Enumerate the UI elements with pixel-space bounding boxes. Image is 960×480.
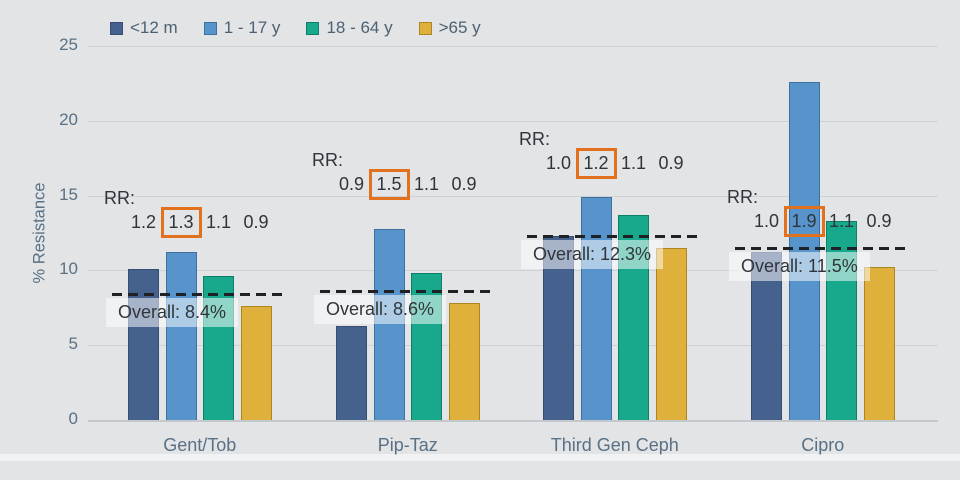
rr-value: 1.1 bbox=[205, 212, 232, 232]
bar bbox=[128, 268, 159, 420]
y-tick-label: 0 bbox=[68, 409, 78, 428]
bar bbox=[448, 303, 480, 420]
rr-value: 1.9 bbox=[791, 211, 817, 231]
legend-item: >65 y bbox=[418, 18, 481, 38]
rr-label: RR: bbox=[312, 150, 343, 170]
bar bbox=[863, 267, 895, 420]
rr-value: 0.9 bbox=[451, 174, 477, 194]
y-tick-label: 20 bbox=[59, 109, 78, 129]
legend-item: 18 - 64 y bbox=[306, 18, 393, 38]
legend-label: >65 y bbox=[438, 18, 481, 37]
rr-value: 1.1 bbox=[828, 211, 855, 231]
rr-value: 1.0 bbox=[545, 153, 572, 173]
rr-highlight-box bbox=[160, 207, 202, 238]
overall-dashed-line bbox=[735, 246, 911, 250]
rr-value: 1.2 bbox=[130, 212, 157, 232]
rr-highlight-box bbox=[368, 169, 410, 200]
rr-label: RR: bbox=[519, 129, 550, 149]
overall-dashed-line bbox=[527, 234, 703, 238]
legend-swatch bbox=[418, 21, 432, 35]
x-axis-label: Cipro bbox=[801, 435, 845, 455]
legend-swatch bbox=[306, 21, 320, 35]
x-axis-label: Pip-Taz bbox=[377, 435, 438, 455]
rr-value: 1.5 bbox=[376, 174, 402, 194]
legend-swatch bbox=[110, 21, 123, 35]
gridline bbox=[88, 120, 938, 122]
rr-value: 1.3 bbox=[168, 212, 194, 232]
y-tick-label: 15 bbox=[59, 184, 78, 204]
rr-label: RR: bbox=[104, 188, 135, 208]
rr-highlight-box bbox=[783, 206, 825, 237]
overall-dashed-line bbox=[320, 290, 496, 294]
rr-value: 0.9 bbox=[338, 174, 365, 194]
bar bbox=[240, 306, 272, 420]
rr-value: 1.0 bbox=[753, 211, 780, 231]
bar bbox=[826, 221, 857, 420]
overall-label: Overall: 8.6% bbox=[314, 295, 447, 325]
gridline bbox=[88, 195, 938, 197]
overall-dashed-line bbox=[112, 293, 288, 297]
rr-value: 1.1 bbox=[620, 153, 647, 173]
rr-highlight-box bbox=[575, 148, 617, 179]
x-axis-label: Gent/Tob bbox=[163, 435, 237, 455]
overall-label: Overall: 11.5% bbox=[729, 251, 870, 281]
overall-label: Overall: 12.3% bbox=[521, 239, 664, 269]
gridline bbox=[88, 420, 938, 422]
bar bbox=[336, 325, 367, 420]
overall-label: Overall: 8.4% bbox=[106, 298, 239, 328]
rr-value: 0.9 bbox=[243, 212, 269, 232]
y-tick-label: 10 bbox=[59, 259, 78, 279]
legend-swatch bbox=[203, 21, 217, 35]
gridline bbox=[88, 345, 938, 347]
legend: <12 m 1 - 17 y 18 - 64 y >65 y bbox=[110, 18, 481, 38]
gridline bbox=[88, 270, 938, 272]
legend-label: <12 m bbox=[130, 18, 178, 37]
bar bbox=[788, 81, 820, 420]
rr-value: 1.1 bbox=[413, 174, 440, 194]
rr-value: 1.2 bbox=[583, 153, 609, 173]
rr-label: RR: bbox=[727, 187, 758, 207]
legend-label: 18 - 64 y bbox=[326, 18, 393, 37]
rr-value: 0.9 bbox=[658, 153, 684, 173]
bar bbox=[165, 252, 197, 420]
legend-item: <12 m bbox=[110, 18, 178, 38]
y-tick-label: 5 bbox=[68, 334, 78, 354]
bottom-highlight-strip bbox=[0, 454, 960, 461]
legend-label: 1 - 17 y bbox=[223, 18, 281, 37]
x-axis-label: Third Gen Ceph bbox=[550, 435, 679, 455]
gridline bbox=[88, 46, 938, 47]
y-tick-label: 25 bbox=[59, 35, 78, 54]
bar bbox=[580, 197, 612, 420]
rr-value: 0.9 bbox=[866, 211, 892, 231]
legend-item: 1 - 17 y bbox=[203, 18, 281, 38]
bar bbox=[655, 247, 687, 420]
